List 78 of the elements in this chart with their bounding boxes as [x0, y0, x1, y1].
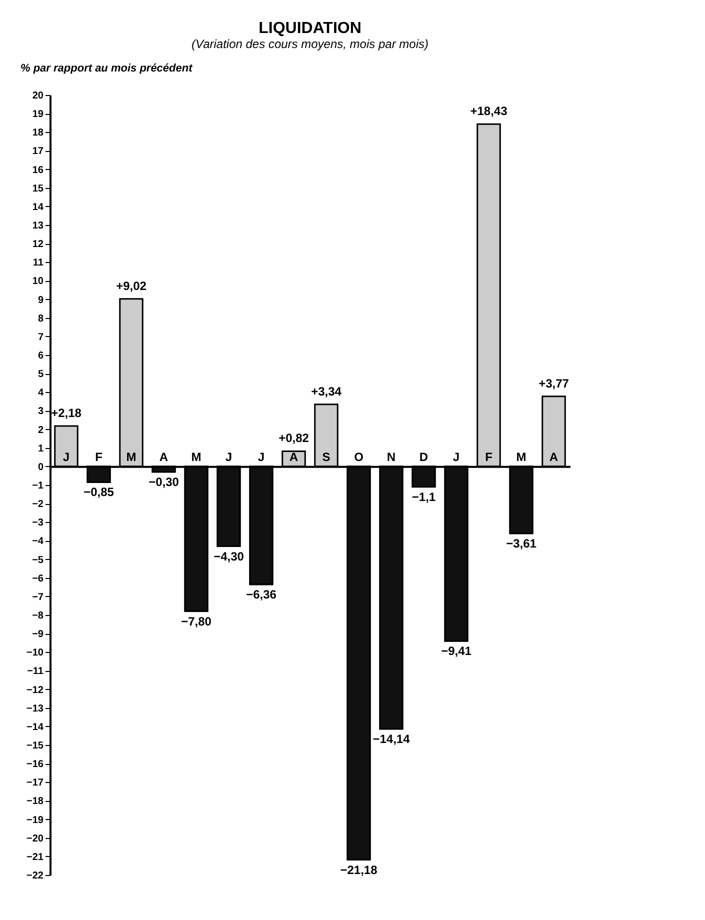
y-tick-label: −9 — [32, 629, 44, 640]
y-tick-label: −21 — [26, 852, 44, 863]
chart-title: LIQUIDATION — [258, 20, 362, 37]
y-tick-label: −8 — [32, 610, 44, 622]
x-tick-label: A — [549, 450, 558, 464]
y-tick-label: 14 — [32, 202, 44, 213]
x-tick-label: J — [452, 450, 460, 464]
data-label: +3,34 — [311, 384, 342, 398]
x-tick-label: J — [62, 450, 70, 464]
x-tick-label: A — [289, 450, 298, 464]
data-label: −9,41 — [441, 644, 472, 658]
y-tick-label: −4 — [32, 536, 44, 548]
data-label: +18,43 — [470, 104, 508, 118]
y-tick-label: 8 — [38, 313, 44, 324]
y-tick-label: −11 — [27, 666, 44, 678]
y-tick-label: −15 — [26, 740, 44, 752]
data-label: +3,77 — [538, 376, 570, 390]
y-tick-label: 6 — [38, 350, 44, 362]
y-tick-label: 3 — [38, 406, 44, 418]
y-tick-label: −1 — [32, 480, 44, 492]
chart-subtitle: (Variation des cours moyens, mois par mois) — [192, 37, 428, 51]
y-tick-label: −17 — [26, 778, 44, 789]
y-tick-label: 1 — [38, 443, 44, 454]
y-tick-label: 15 — [32, 183, 44, 194]
y-tick-label: 4 — [38, 388, 44, 399]
y-tick-label: −3 — [32, 518, 44, 529]
y-tick-label: −10 — [26, 648, 44, 659]
y-tick-label: 12 — [32, 239, 44, 250]
x-tick-label: F — [95, 450, 102, 464]
y-axis-title: % par rapport au mois précédent — [20, 62, 194, 74]
x-tick-label: M — [516, 450, 526, 464]
y-tick-label: 18 — [32, 128, 44, 139]
data-label: −0,30 — [148, 475, 180, 489]
y-tick-label: −22 — [26, 870, 44, 882]
y-tick-label: 17 — [32, 146, 44, 158]
data-label: +2,18 — [51, 406, 82, 420]
x-tick-label: O — [354, 450, 364, 464]
y-tick-label: 11 — [32, 258, 44, 269]
data-label: −1,1 — [412, 490, 436, 504]
y-tick-label: 16 — [32, 164, 44, 176]
data-label: −4,30 — [214, 549, 244, 564]
x-tick-label: J — [258, 450, 265, 464]
x-tick-label: S — [322, 450, 330, 464]
y-tick-label: −20 — [26, 833, 44, 844]
y-tick-label: −2 — [32, 499, 44, 510]
y-tick-label: 19 — [32, 109, 44, 120]
y-tick-label: 20 — [32, 90, 44, 102]
x-tick-label: D — [419, 450, 428, 464]
x-tick-label: M — [191, 450, 202, 464]
data-label: −14,14 — [372, 732, 410, 746]
data-label: −0,85 — [84, 485, 114, 500]
data-label: −7,80 — [181, 614, 212, 628]
data-label: −21,18 — [340, 862, 378, 877]
y-tick-label: 2 — [38, 424, 44, 436]
y-tick-label: 10 — [32, 276, 44, 288]
y-tick-label: −18 — [26, 796, 44, 808]
y-tick-label: −5 — [32, 554, 44, 566]
y-tick-label: −16 — [26, 759, 44, 770]
y-tick-label: 0 — [38, 462, 44, 473]
y-tick-label: 5 — [38, 369, 44, 380]
y-tick-label: 13 — [32, 220, 44, 232]
data-label: −6,36 — [246, 588, 277, 602]
data-label: +9,02 — [116, 278, 147, 293]
y-tick-label: −7 — [32, 592, 44, 603]
x-tick-label: A — [159, 450, 168, 464]
x-tick-label: N — [386, 450, 396, 464]
y-tick-label: 9 — [38, 294, 44, 306]
data-label: +0,82 — [278, 431, 310, 446]
y-tick-label: −6 — [32, 573, 44, 584]
y-tick-label: −13 — [26, 703, 44, 714]
y-tick-label: −19 — [26, 814, 44, 826]
data-label: −3,61 — [506, 536, 537, 550]
y-tick-label: −14 — [26, 722, 44, 733]
x-tick-label: M — [126, 450, 136, 464]
y-tick-label: 7 — [38, 332, 44, 343]
x-tick-label: J — [225, 450, 232, 464]
y-tick-label: −12 — [26, 684, 44, 696]
x-tick-label: F — [485, 450, 492, 464]
